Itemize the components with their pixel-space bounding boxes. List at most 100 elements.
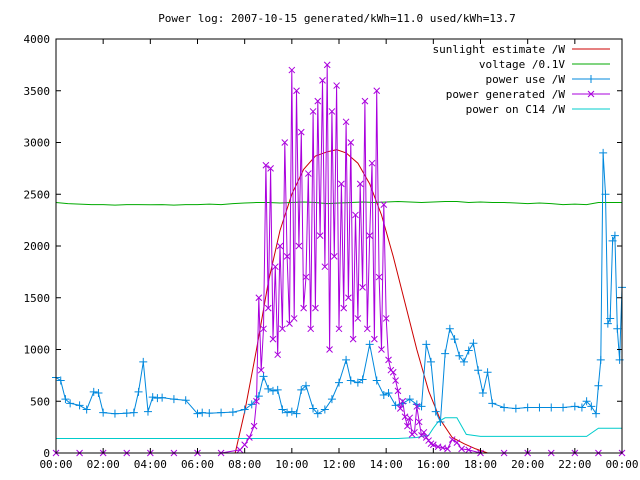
data-point-power-use-w [99,408,108,417]
data-point-power-generated-w [366,232,374,240]
legend-marker [587,90,595,98]
data-point-power-use-w [422,340,431,349]
data-point-power-use-w [511,404,520,413]
data-point-power-generated-w [340,304,348,312]
data-point-power-use-w [273,385,282,394]
data-point-power-generated-w [363,325,371,333]
data-point-power-generated-w [356,180,364,188]
data-point-power-generated-w [312,304,319,312]
data-point-power-use-w [592,409,601,418]
data-point-power-use-w [94,388,103,397]
data-point-power-use-w [320,405,329,414]
data-point-power-use-w [455,351,464,360]
data-point-power-use-w [134,387,143,396]
y-tick-label: 3000 [24,137,51,150]
data-point-power-generated-w [326,346,333,353]
data-point-power-use-w [417,402,426,411]
data-point-power-generated-w [349,335,357,343]
data-point-power-use-w [610,231,619,240]
data-point-power-use-w [483,368,492,377]
data-point-power-use-w [358,375,367,384]
x-tick-label: 12:00 [322,458,355,471]
data-point-power-generated-w [333,82,340,89]
data-point-power-generated-w [359,284,366,291]
data-point-power-use-w [278,405,287,414]
data-point-power-use-w [66,399,75,408]
data-point-power-generated-w [269,335,277,343]
data-point-power-use-w [613,324,622,333]
data-point-power-generated-w [342,118,350,126]
y-tick-label: 1500 [24,292,51,305]
x-tick-label: 04:00 [134,458,167,471]
data-point-power-use-w [431,407,440,416]
data-point-power-use-w [259,372,268,381]
data-point-power-generated-w [271,263,279,271]
data-point-power-generated-w [319,77,326,84]
data-point-power-use-w [297,385,306,394]
data-point-power-use-w [570,402,579,411]
data-point-power-use-w [559,403,568,412]
chart-title: Power log: 2007-10-15 generated/kWh=11.0… [158,12,516,25]
data-point-power-use-w [158,393,167,402]
data-point-power-generated-w [394,387,402,395]
data-point-power-use-w [193,409,202,418]
data-point-power-use-w [450,335,459,344]
data-point-power-generated-w [262,161,270,169]
data-point-power-use-w [268,386,277,395]
data-point-power-generated-w [415,418,423,426]
y-axis: 0 500 1000 1500 2000 2500 3000 3500 4000 [24,33,622,460]
data-point-power-use-w [464,346,473,355]
data-point-power-use-w [478,388,487,397]
data-point-power-generated-w [290,315,298,322]
data-point-power-use-w [301,381,310,390]
data-point-power-use-w [287,407,296,416]
x-tick-label: 22:00 [558,458,591,471]
data-point-power-generated-w [300,304,307,312]
data-point-power-use-w [587,402,596,411]
legend-marker [587,75,595,83]
data-point-power-generated-w [288,66,296,74]
y-tick-label: 2000 [24,240,51,253]
legend-label: power generated /W [446,88,566,101]
data-point-power-use-w [469,339,478,348]
data-point-power-generated-w [283,252,291,260]
data-point-power-use-w [426,357,435,366]
x-axis: 00:00 02:00 04:00 06:00 08:00 10:00 12:00 14:00… [39,39,639,471]
data-point-power-generated-w [396,405,404,412]
data-point-power-use-w [353,378,362,387]
data-point-power-use-w [379,391,388,400]
data-point-power-use-w [547,403,556,412]
data-point-power-generated-w [444,445,451,453]
data-point-power-generated-w [380,201,388,208]
data-point-power-generated-w [413,403,421,410]
data-point-power-generated-w [328,108,336,115]
data-point-power-use-w [129,408,138,417]
x-tick-label: 10:00 [275,458,308,471]
data-point-power-generated-w [250,422,258,430]
data-point-power-generated-w [422,434,430,441]
data-point-power-generated-w [411,428,418,436]
data-point-power-generated-w [458,445,465,453]
data-point-power-use-w [603,319,612,328]
data-point-power-generated-w [453,439,461,447]
data-point-power-use-w [405,395,414,404]
y-tick-label: 4000 [24,33,51,46]
data-point-power-use-w [148,393,157,402]
data-point-power-use-w [283,408,292,417]
y-tick-label: 1000 [24,344,51,357]
plot-lines [55,64,623,454]
data-point-power-generated-w [314,97,322,105]
x-tick-label: 08:00 [228,458,261,471]
data-point-power-use-w [372,376,381,385]
data-point-power-use-w [139,357,148,366]
data-point-power-use-w [596,355,605,364]
data-point-power-generated-w [465,446,473,454]
data-point-power-use-w [594,381,603,390]
data-point-power-use-w [342,355,351,364]
data-point-power-use-w [89,387,98,396]
data-point-power-generated-w [302,273,310,281]
data-point-power-generated-w [255,294,263,302]
data-point-power-use-w [606,314,615,323]
data-point-power-use-w [500,403,509,412]
data-point-power-generated-w [347,139,355,146]
